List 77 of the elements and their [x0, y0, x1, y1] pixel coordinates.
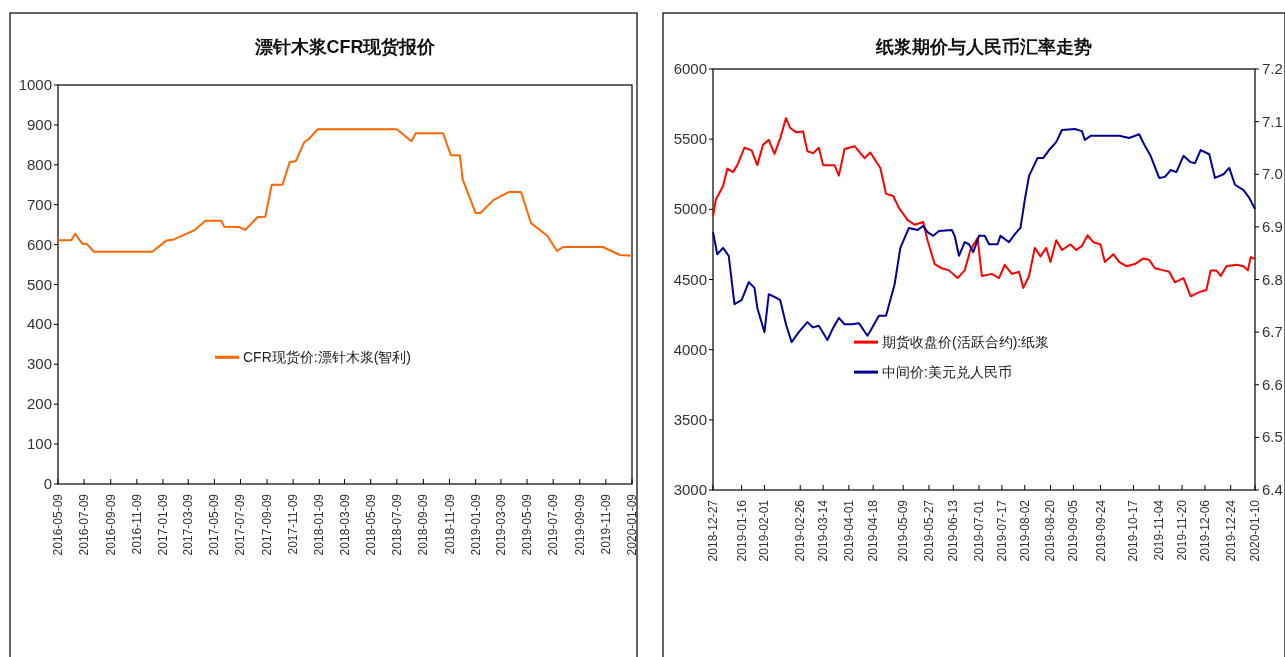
xtick-label: 2017-07-09 — [233, 494, 248, 556]
ytick-label: 100 — [26, 435, 52, 453]
xtick-label: 2017-03-09 — [181, 494, 196, 556]
xtick-label: 2019-09-05 — [1066, 500, 1081, 562]
xtick-label: 2019-03-09 — [493, 494, 508, 556]
ytick-label: 900 — [26, 115, 52, 133]
title: 纸浆期价与人民币汇率走势 — [876, 37, 1092, 57]
xtick-label: 2019-08-02 — [1017, 500, 1032, 562]
legend-label: CFR现货价:漂针木浆(智利) — [243, 349, 411, 366]
ytick-label: 3000 — [673, 481, 707, 498]
xtick-label: 2019-05-09 — [520, 494, 535, 556]
y2tick-label: 6.8 — [1262, 270, 1283, 288]
xtick-label: 2019-09-09 — [572, 494, 587, 556]
ytick-label: 4500 — [673, 270, 707, 288]
xtick-label: 2019-04-18 — [866, 500, 881, 562]
ytick-label: 300 — [26, 355, 52, 373]
xtick-label: 2019-07-01 — [972, 500, 986, 562]
xtick-label: 2019-12-24 — [1223, 500, 1238, 562]
xtick-label: 2019-05-27 — [921, 500, 936, 562]
xtick-label: 2019-05-09 — [896, 500, 911, 562]
y2tick-label: 7.2 — [1262, 60, 1283, 77]
legend-label: 期货收盘价(活跃合约):纸浆 — [882, 334, 1050, 351]
xtick-label: 2018-11-09 — [442, 494, 457, 555]
ytick-label: 5500 — [673, 130, 707, 148]
ytick-label: 6000 — [673, 60, 707, 77]
xtick-label: 2017-01-09 — [155, 494, 170, 556]
ytick-label: 500 — [26, 275, 52, 293]
xtick-label: 2019-03-14 — [816, 500, 831, 562]
y2tick-label: 6.6 — [1262, 375, 1283, 393]
xtick-label: 2019-07-09 — [546, 494, 561, 556]
xtick-label: 2018-03-09 — [337, 494, 352, 556]
xtick-label: 2016-05-09 — [51, 494, 65, 556]
xtick-label: 2019-08-20 — [1043, 500, 1058, 562]
ytick-label: 600 — [26, 235, 52, 253]
ytick-label: 4000 — [673, 340, 707, 358]
xtick-label: 2019-02-26 — [793, 500, 808, 562]
xtick-label: 2018-09-09 — [416, 494, 431, 556]
xtick-label: 2019-11-09 — [598, 494, 613, 555]
xtick-label: 2018-05-09 — [363, 494, 378, 556]
xtick-label: 2019-10-17 — [1126, 500, 1141, 562]
xtick-label: 2019-01-16 — [734, 500, 749, 562]
title: 漂针木浆CFR现货报价 — [254, 37, 436, 57]
xtick-label: 2016-09-09 — [103, 494, 118, 556]
y2tick-label: 6.7 — [1262, 323, 1283, 341]
xtick-label: 2019-07-17 — [994, 500, 1009, 562]
legend-label: 中间价:美元兑人民币 — [882, 364, 1012, 381]
ytick-label: 1000 — [18, 76, 52, 93]
ytick-label: 200 — [26, 395, 52, 413]
ytick-label: 400 — [26, 315, 52, 333]
xtick-label: 2016-11-09 — [129, 494, 144, 555]
ytick-label: 3500 — [673, 410, 707, 428]
y2tick-label: 6.4 — [1262, 481, 1283, 498]
ytick-label: 0 — [43, 475, 52, 492]
xtick-label: 2016-07-09 — [77, 494, 92, 556]
xtick-label: 2020-01-09 — [625, 494, 639, 556]
xtick-label: 2019-01-09 — [468, 494, 483, 556]
xtick-label: 2019-12-06 — [1197, 500, 1212, 562]
ytick-label: 700 — [26, 195, 52, 213]
ytick-label: 5000 — [673, 200, 707, 218]
xtick-label: 2020-01-10 — [1248, 500, 1262, 562]
y2tick-label: 6.9 — [1262, 217, 1283, 235]
xtick-label: 2019-09-24 — [1093, 500, 1108, 562]
xtick-label: 2019-11-04 — [1152, 500, 1167, 561]
xtick-label: 2017-11-09 — [286, 494, 301, 555]
y2tick-label: 7.1 — [1262, 112, 1283, 130]
xtick-label: 2019-06-13 — [946, 500, 961, 562]
xtick-label: 2018-01-09 — [312, 494, 327, 556]
y2tick-label: 6.5 — [1262, 428, 1283, 446]
xtick-label: 2018-07-09 — [389, 494, 404, 556]
xtick-label: 2018-12-27 — [706, 500, 720, 562]
xtick-label: 2019-11-20 — [1175, 500, 1190, 561]
xtick-label: 2017-09-09 — [260, 494, 275, 556]
xtick-label: 2017-05-09 — [207, 494, 222, 556]
xtick-label: 2019-04-01 — [841, 500, 856, 562]
ytick-label: 800 — [26, 155, 52, 173]
xtick-label: 2019-02-01 — [757, 500, 772, 562]
y2tick-label: 7.0 — [1262, 165, 1283, 183]
